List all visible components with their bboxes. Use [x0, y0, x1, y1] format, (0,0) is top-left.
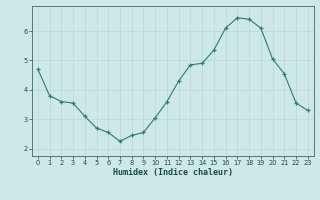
X-axis label: Humidex (Indice chaleur): Humidex (Indice chaleur) [113, 168, 233, 177]
